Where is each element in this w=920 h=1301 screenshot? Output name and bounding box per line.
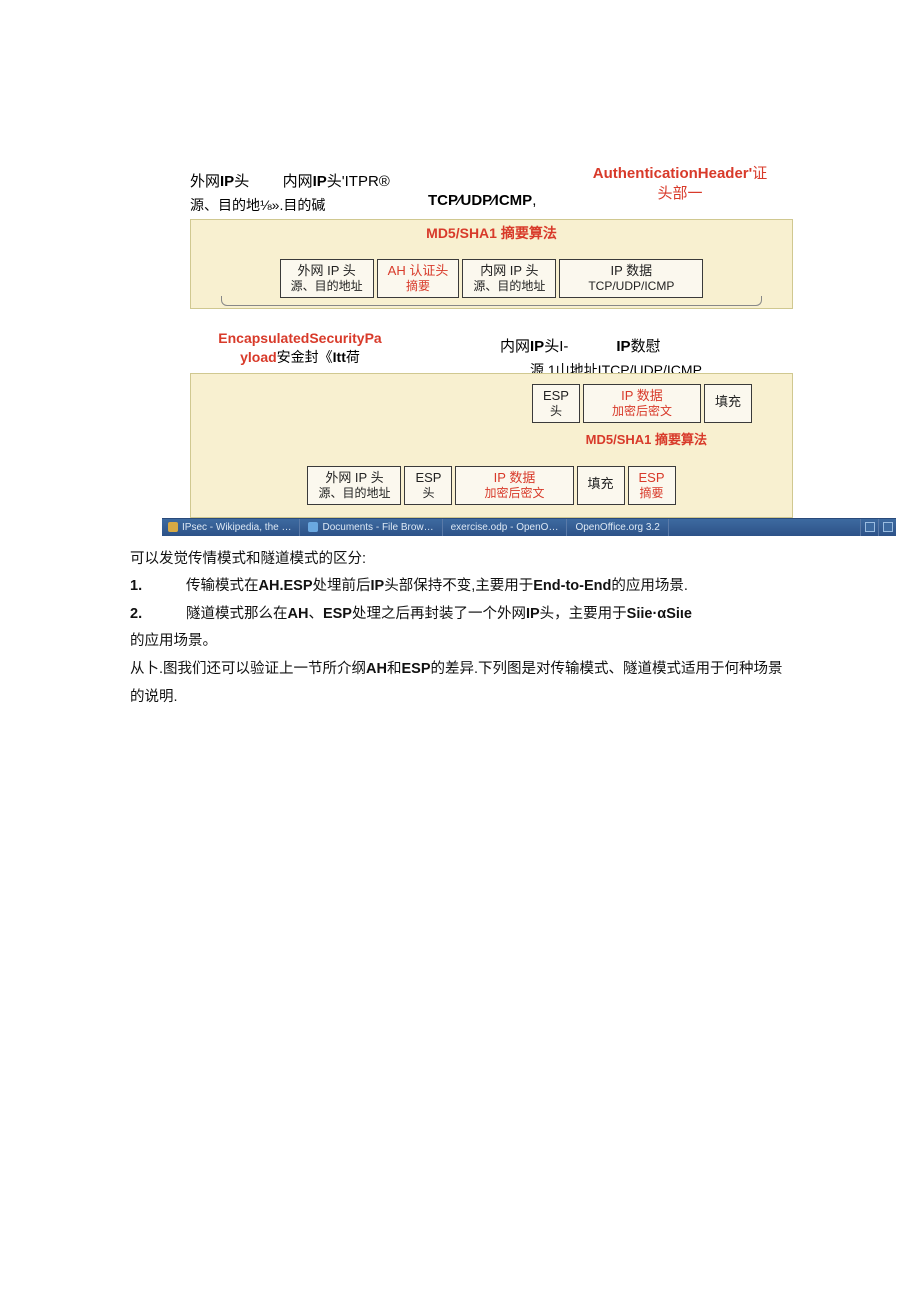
md5-sha1-label: MD5/SHA1 摘要算法 <box>191 220 792 243</box>
padding-box: 填充 <box>704 384 752 423</box>
esp-header-box: ESP 头 <box>532 384 580 423</box>
authentication-header-label: AuthenticationHeader'证 头部一 <box>580 164 780 205</box>
outer-ip-text: 外网 <box>190 173 220 190</box>
ip-data-ciphertext-box: IP 数据 加密后密文 <box>583 384 701 423</box>
ip-data-box: IP 数据 TCP/UDP/ICMP <box>559 259 703 298</box>
outer-ip-bold: IP <box>220 173 234 190</box>
list-item-2: 2. 隧道模式那么在AH、ESP处理之后再封装了一个外网IP头，主要用于Siie… <box>130 601 790 629</box>
outer-ip-tail: 头 <box>234 173 249 190</box>
src-dst-label: 源、目的地⅛».目的碱 <box>190 195 390 215</box>
intro-line: 可以发觉传情模式和隧道模式的区分: <box>130 546 790 574</box>
taskbar-item-documents[interactable]: Documents - File Brow… <box>300 519 442 536</box>
outer-inner-ip-label: 外网IP头 内网IP头'ITPR® 源、目的地⅛».目的碱 <box>190 170 400 215</box>
taskbar-item-exercise[interactable]: exercise.odp - OpenO… <box>443 519 568 536</box>
outer-ip-header-box: 外网 IP 头 源、目的地址 <box>280 259 374 298</box>
inner-ip-tail: 头'ITPR® <box>327 173 390 190</box>
app-icon <box>168 522 178 532</box>
esp-header-box-2: ESP 头 <box>404 466 452 505</box>
esp-mid-labels: EncapsulatedSecurityPa yload安金封《Itt荷 内网I… <box>190 329 790 367</box>
esp-diagram-box: ESP 头 IP 数据 加密后密文 填充 MD5/SHA1 摘要算法 外网 IP… <box>190 373 793 518</box>
inner-ip-text: 内网 <box>283 173 313 190</box>
md5-sha1-label-2: MD5/SHA1 摘要算法 <box>191 429 792 448</box>
tray-button-2[interactable] <box>878 519 896 536</box>
ah-diagram-box: MD5/SHA1 摘要算法 外网 IP 头 源、目的地址 AH 认证头 摘要 内… <box>190 219 793 309</box>
brace-icon <box>221 296 762 306</box>
taskbar: IPsec - Wikipedia, the … Documents - Fil… <box>162 518 896 536</box>
ah-esp-diagram: 外网IP头 内网IP头'ITPR® 源、目的地⅛».目的碱 TCP∕UDP∕IC… <box>130 170 790 536</box>
taskbar-tray <box>860 519 896 536</box>
padding-box-2: 填充 <box>577 466 625 505</box>
taskbar-item-openoffice[interactable]: OpenOffice.org 3.2 <box>567 519 668 536</box>
ip-data-ciphertext-box-2: IP 数据 加密后密文 <box>455 466 573 505</box>
esp-top-packet-row: ESP 头 IP 数据 加密后密文 填充 <box>191 374 792 423</box>
list-item-1: 1. 传输模式在AH.ESP处埋前后IP头部保持不变,主要用于End-to-En… <box>130 573 790 601</box>
body-text: 可以发觉传情模式和隧道模式的区分: 1. 传输模式在AH.ESP处埋前后IP头部… <box>130 546 790 711</box>
encapsulated-security-payload-label: EncapsulatedSecurityPa yload安金封《Itt荷 <box>190 329 410 367</box>
tcp-udp-icmp-label: TCP∕UDP∕ICMP, <box>428 192 536 209</box>
esp-bottom-packet-row: 外网 IP 头 源、目的地址 ESP 头 IP 数据 加密后密文 填充 ESP … <box>191 466 792 505</box>
outer-ip-header-box-2: 外网 IP 头 源、目的地址 <box>307 466 401 505</box>
inner-ip-header-box: 内网 IP 头 源、目的地址 <box>462 259 556 298</box>
list-item-2-cont: 的应用场景。 <box>130 628 790 656</box>
esp-digest-box: ESP 摘要 <box>628 466 676 505</box>
taskbar-item-wikipedia[interactable]: IPsec - Wikipedia, the … <box>162 519 300 536</box>
folder-icon <box>308 522 318 532</box>
tray-button-1[interactable] <box>860 519 878 536</box>
ah-auth-header-box: AH 认证头 摘要 <box>377 259 460 298</box>
ah-packet-row: 外网 IP 头 源、目的地址 AH 认证头 摘要 内网 IP 头 源、目的地址 … <box>191 259 792 298</box>
conclusion-line: 从卜.图我们还可以验证上一节所介纲AH和ESP的差异.下列图是对传输模式、隧道模… <box>130 656 790 711</box>
inner-ip-bold: IP <box>313 173 327 190</box>
ah-top-labels: 外网IP头 内网IP头'ITPR® 源、目的地⅛».目的碱 TCP∕UDP∕IC… <box>190 170 790 215</box>
